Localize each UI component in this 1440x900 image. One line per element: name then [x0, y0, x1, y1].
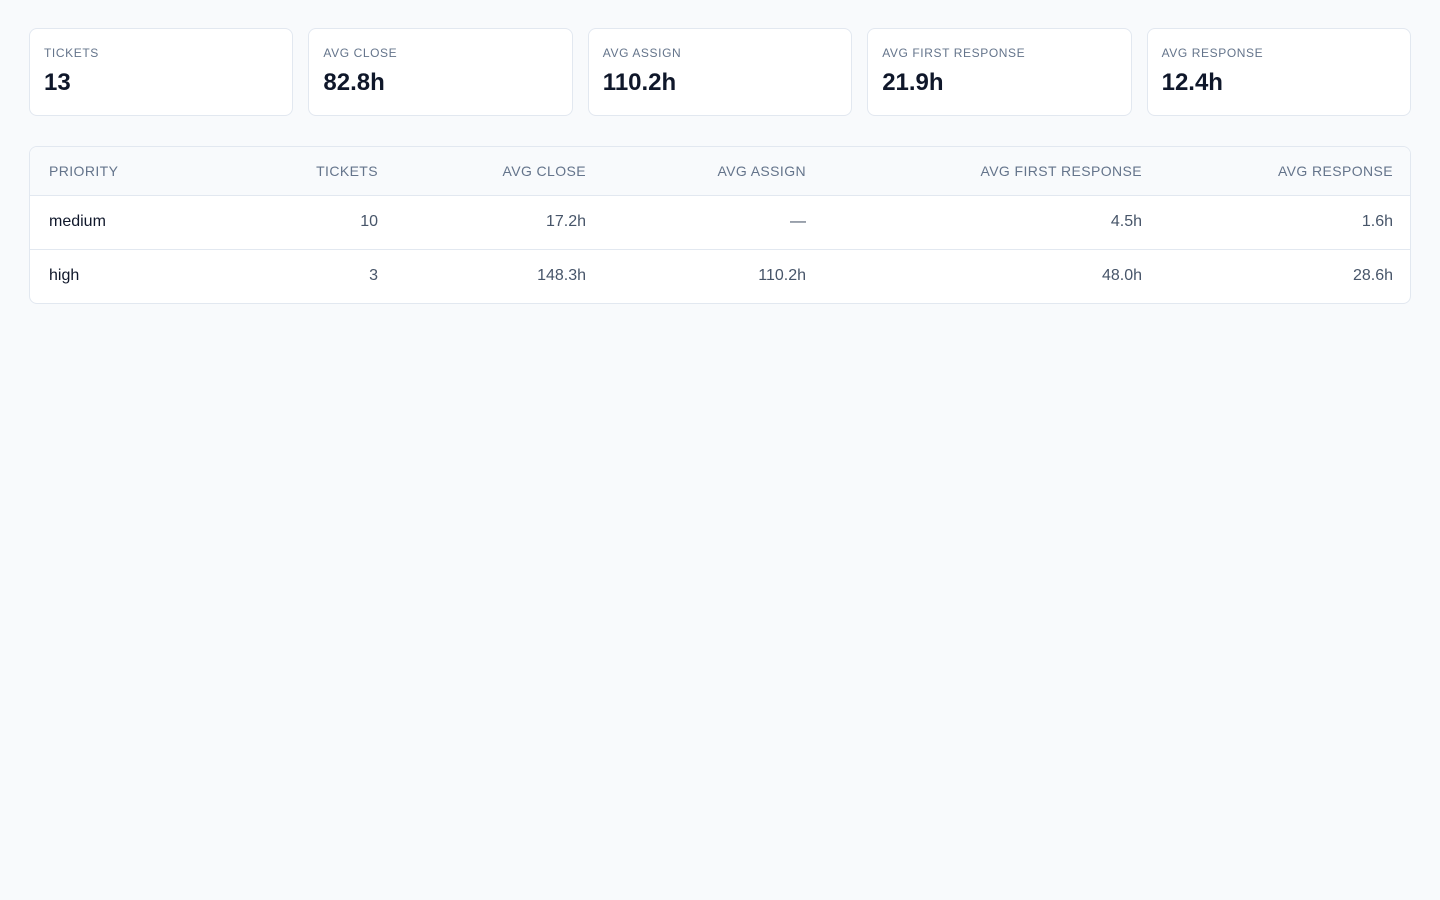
column-header-avg-response[interactable]: AVG RESPONSE	[1161, 147, 1410, 196]
stat-card-avg-assign: AVG ASSIGN 110.2h	[587, 28, 853, 116]
column-header-avg-close[interactable]: AVG CLOSE	[397, 147, 605, 196]
column-header-tickets[interactable]: TICKETS	[237, 147, 397, 196]
stat-label: TICKETS	[44, 46, 99, 60]
stat-card-avg-close: AVG CLOSE 82.8h	[308, 28, 573, 116]
priority-table-card: PRIORITY TICKETS AVG CLOSE AVG ASSIGN AV…	[29, 146, 1411, 304]
cell-priority: high	[49, 267, 80, 285]
stat-value: 21.9h	[882, 69, 944, 96]
stat-value: 82.8h	[323, 69, 385, 96]
stat-value: 12.4h	[1161, 69, 1223, 96]
cell-avg-assign: 110.2h	[758, 267, 806, 285]
stat-cards: TICKETS 13 AVG CLOSE 82.8h AVG ASSIGN 11…	[29, 28, 1411, 116]
stat-card-tickets: TICKETS 13	[29, 28, 294, 116]
stat-label: AVG ASSIGN	[602, 46, 682, 60]
table-row: medium 10 17.2h — 4.5h 1.6h	[30, 195, 1410, 250]
stat-value: 13	[44, 69, 71, 96]
column-header-priority[interactable]: PRIORITY	[30, 147, 237, 196]
priority-table: PRIORITY TICKETS AVG CLOSE AVG ASSIGN AV…	[30, 147, 1410, 303]
cell-avg-close: 17.2h	[397, 195, 605, 250]
cell-avg-first-response: 4.5h	[825, 195, 1161, 250]
column-header-avg-assign[interactable]: AVG ASSIGN	[605, 147, 825, 196]
cell-avg-first-response: 48.0h	[1101, 267, 1142, 285]
cell-avg-response: 1.6h	[1161, 195, 1410, 250]
stat-card-avg-first-response: AVG FIRST RESPONSE 21.9h	[867, 28, 1132, 116]
stat-value: 110.2h	[602, 69, 677, 96]
cell-avg-assign: —	[605, 195, 825, 250]
stat-label: AVG RESPONSE	[1161, 46, 1264, 60]
table-header-row: PRIORITY TICKETS AVG CLOSE AVG ASSIGN AV…	[30, 147, 1410, 196]
table-row: high 3 148.3h 110.2h 48.0h 28.6h	[30, 249, 1410, 303]
cell-tickets: 3	[369, 267, 378, 285]
dashboard: TICKETS 13 AVG CLOSE 82.8h AVG ASSIGN 11…	[29, 28, 1411, 304]
cell-priority: medium	[30, 195, 237, 250]
cell-tickets: 10	[237, 195, 397, 250]
stat-card-avg-response: AVG RESPONSE 12.4h	[1146, 28, 1411, 116]
column-header-avg-first-response[interactable]: AVG FIRST RESPONSE	[825, 147, 1161, 196]
cell-avg-response: 28.6h	[1352, 267, 1393, 285]
cell-avg-close: 148.3h	[537, 267, 586, 285]
stat-label: AVG CLOSE	[323, 46, 398, 60]
stat-label: AVG FIRST RESPONSE	[882, 46, 1026, 60]
